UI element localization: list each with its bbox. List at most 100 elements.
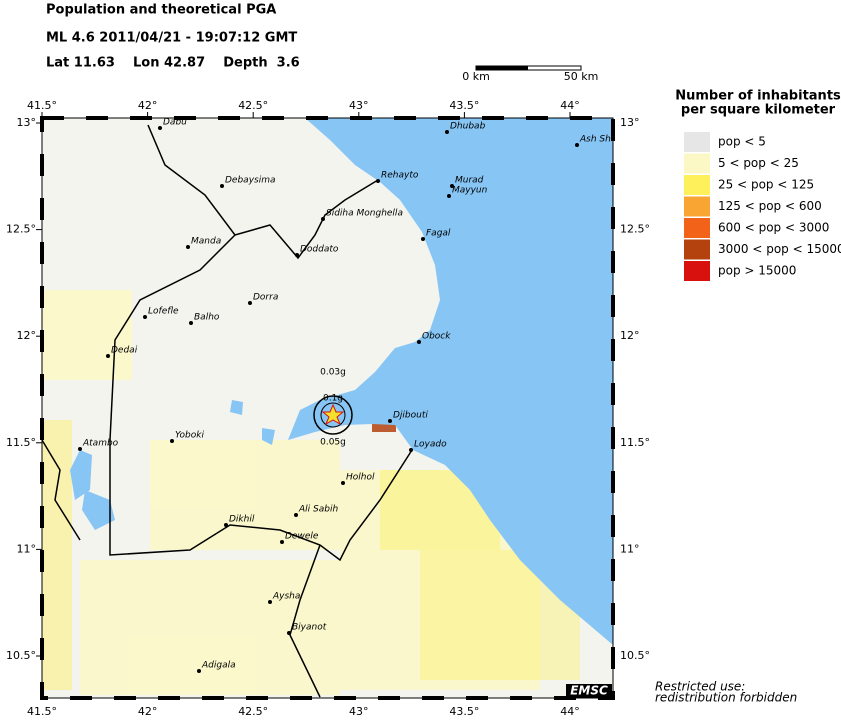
lat-tick-label: 11.5° bbox=[620, 436, 650, 449]
pga-label: 0.1g bbox=[323, 394, 343, 404]
sea bbox=[288, 118, 613, 645]
city-label: Ash Sh bbox=[579, 135, 611, 145]
city-label: Adigala bbox=[201, 661, 236, 671]
legend-swatch bbox=[684, 175, 710, 195]
lat-tick-label: 10.5° bbox=[6, 649, 36, 662]
city-label: Dhubab bbox=[450, 122, 486, 132]
city-dot bbox=[321, 217, 325, 221]
legend-swatch bbox=[684, 261, 710, 281]
legend-label: 125 < pop < 600 bbox=[718, 199, 822, 213]
city-dot bbox=[417, 340, 421, 344]
lon-tick-label: 43° bbox=[349, 705, 369, 718]
city-label: Holhol bbox=[346, 473, 375, 483]
lakes bbox=[70, 400, 275, 530]
city-label: Dewele bbox=[285, 532, 319, 542]
city-dot bbox=[445, 130, 449, 134]
lat-tick-label: 12.5° bbox=[620, 223, 650, 236]
pga-label: 0.03g bbox=[320, 368, 346, 378]
city-label: Aysha bbox=[272, 592, 300, 602]
city-dot bbox=[78, 447, 82, 451]
population-patches bbox=[42, 290, 580, 695]
legend-title: Number of inhabitants bbox=[675, 89, 841, 104]
scale-end: 50 km bbox=[564, 70, 599, 83]
lon-tick-label: 43.5° bbox=[449, 99, 479, 112]
city-dot bbox=[280, 540, 284, 544]
title: Population and theoretical PGA bbox=[46, 3, 276, 18]
city-dot bbox=[186, 245, 190, 249]
city-label: Doddato bbox=[300, 245, 339, 255]
logo: EMSC bbox=[570, 684, 608, 698]
city-label: Debaysima bbox=[225, 176, 276, 186]
city-dot bbox=[575, 143, 579, 147]
legend-label: 3000 < pop < 15000 bbox=[718, 242, 841, 256]
footer: Restricted use: bbox=[655, 680, 745, 694]
city-label: Dikhil bbox=[229, 515, 255, 525]
lat-tick-label: 11° bbox=[620, 542, 640, 555]
city-label: Murad bbox=[455, 176, 484, 186]
city-dot bbox=[295, 253, 299, 257]
city-label: Manda bbox=[191, 237, 221, 247]
lat-tick-label: 13° bbox=[17, 116, 37, 129]
city-dot bbox=[287, 631, 291, 635]
map: Dabu Debaysima Manda Dorra Lofefle Balho Dedai… bbox=[40, 116, 615, 700]
location: Lat 11.63 Lon 42.87 Depth 3.6 bbox=[46, 56, 300, 71]
city-label: Balho bbox=[194, 313, 220, 323]
legend-swatch bbox=[684, 239, 710, 260]
city-label: Obock bbox=[422, 332, 451, 342]
legend-label: 600 < pop < 3000 bbox=[718, 221, 829, 235]
city-label: Atambo bbox=[82, 439, 119, 449]
event: ML 4.6 2011/04/21 - 19:07:12 GMT bbox=[46, 31, 297, 46]
city-label: Biyanot bbox=[292, 623, 327, 633]
lon-tick-label: 42.5° bbox=[238, 705, 268, 718]
city-label: Dedai bbox=[111, 346, 138, 356]
city-dot bbox=[341, 481, 345, 485]
legend-swatch bbox=[684, 132, 710, 152]
city-label: Lofefle bbox=[148, 307, 179, 317]
legend-title: per square kilometer bbox=[681, 103, 836, 118]
city-label: Yoboki bbox=[175, 431, 204, 441]
lat-tick-label: 11.5° bbox=[6, 436, 36, 449]
city-dot bbox=[197, 669, 201, 673]
legend: pop < 5 5 < pop < 25 25 < pop < 125 125 < p… bbox=[684, 132, 841, 281]
lon-tick-label: 41.5° bbox=[27, 99, 57, 112]
epicenter bbox=[313, 395, 353, 435]
lat-tick-label: 12° bbox=[620, 329, 640, 342]
city-label: Dorra bbox=[253, 293, 278, 303]
city-dot bbox=[409, 448, 413, 452]
lon-tick-label: 42° bbox=[138, 705, 158, 718]
city-dot bbox=[248, 301, 252, 305]
scale-bar: 0 km 50 km bbox=[462, 65, 599, 83]
city-label: Sidiha Monghella bbox=[326, 209, 403, 219]
lat-tick-label: 11° bbox=[17, 542, 37, 555]
lon-tick-label: 42.5° bbox=[238, 99, 268, 112]
lon-tick-label: 44° bbox=[560, 99, 580, 112]
city-label: Mayyun bbox=[452, 186, 488, 196]
legend-swatch bbox=[684, 153, 710, 174]
legend-label: pop < 5 bbox=[718, 135, 766, 149]
city-label: Dabu bbox=[163, 118, 187, 128]
legend-label: 25 < pop < 125 bbox=[718, 178, 814, 192]
scale-start: 0 km bbox=[462, 70, 490, 83]
lon-tick-label: 42° bbox=[138, 99, 158, 112]
legend-label: pop > 15000 bbox=[718, 264, 796, 278]
legend-swatch bbox=[684, 196, 710, 217]
city-dot bbox=[106, 354, 110, 358]
frame-line bbox=[41, 117, 614, 699]
lon-tick-label: 43.5° bbox=[449, 705, 479, 718]
city-dot bbox=[220, 184, 224, 188]
lat-tick-label: 12.5° bbox=[6, 223, 36, 236]
city-label: Rehayto bbox=[381, 171, 419, 181]
city-dot bbox=[268, 600, 272, 604]
city-dot bbox=[450, 184, 454, 188]
city-dot bbox=[388, 419, 392, 423]
city-dot bbox=[376, 179, 380, 183]
city-dot bbox=[421, 237, 425, 241]
city-dot bbox=[143, 315, 147, 319]
lat-tick-label: 13° bbox=[620, 116, 640, 129]
borders bbox=[41, 124, 413, 698]
city-label: Fagal bbox=[426, 229, 451, 239]
lon-tick-label: 43° bbox=[349, 99, 369, 112]
lat-tick-label: 12° bbox=[17, 329, 37, 342]
lat-tick-label: 10.5° bbox=[620, 649, 650, 662]
